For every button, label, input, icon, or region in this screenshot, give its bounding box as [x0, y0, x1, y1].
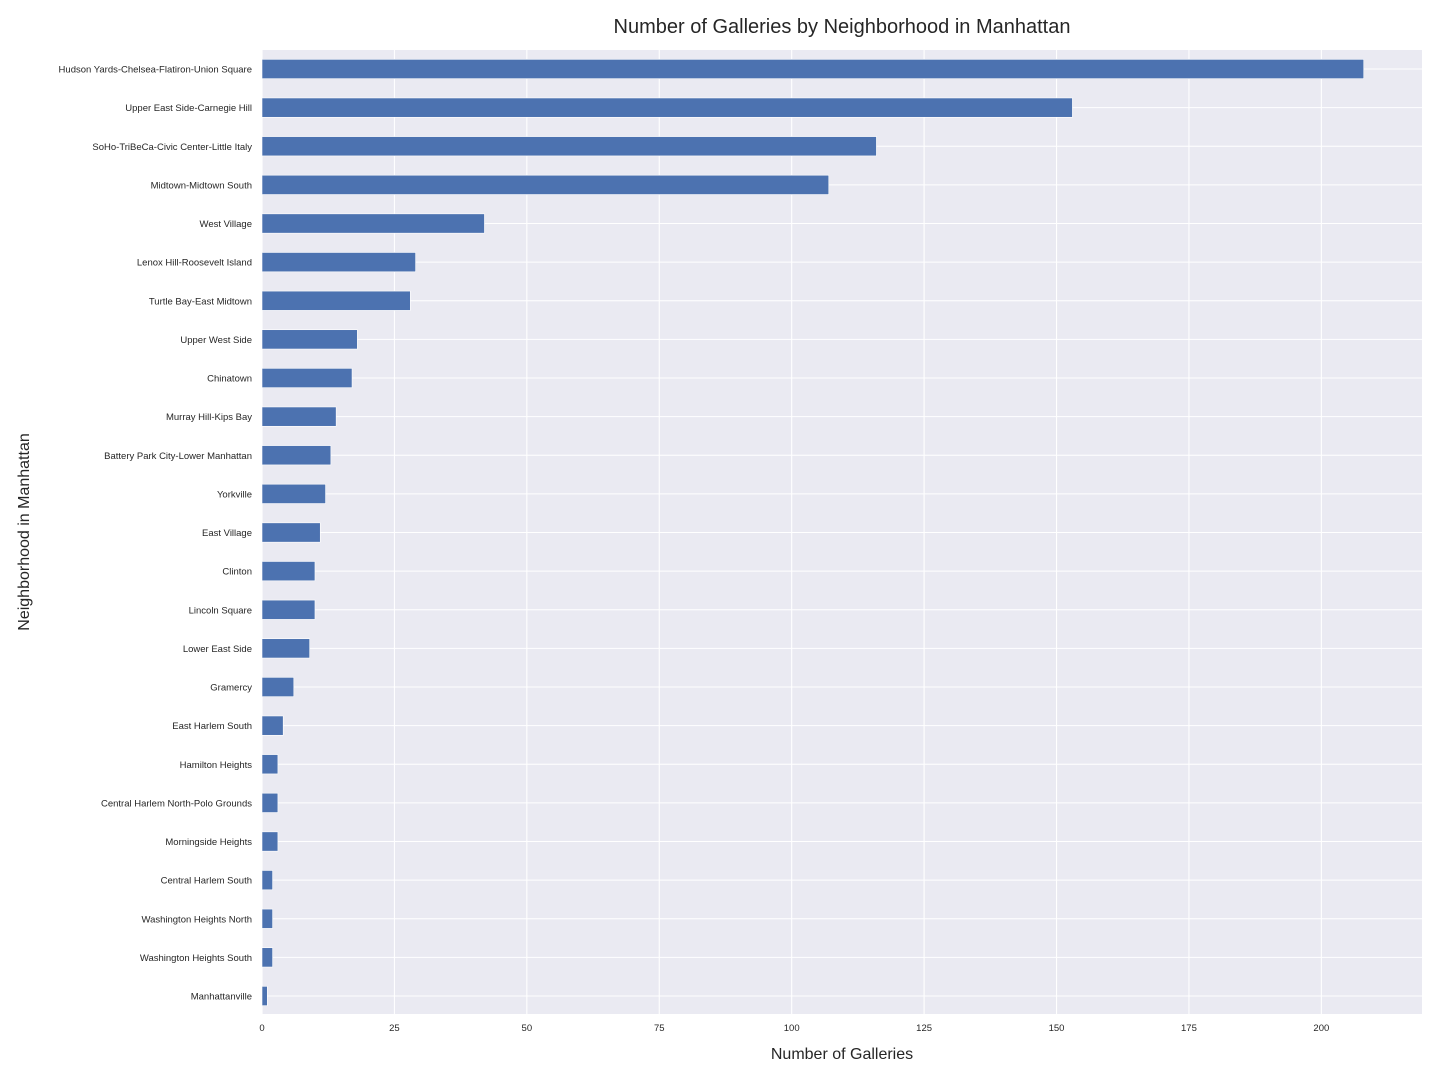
- chart-title: Number of Galleries by Neighborhood in M…: [614, 16, 1071, 38]
- bar: [261, 831, 279, 852]
- y-tick-label: Washington Heights North: [141, 914, 252, 925]
- x-tick-label: 25: [389, 1023, 400, 1034]
- x-tick-label: 100: [784, 1023, 800, 1034]
- bar: [261, 522, 321, 543]
- x-tick-label: 125: [916, 1023, 932, 1034]
- bar: [261, 136, 877, 157]
- bar: [261, 870, 273, 891]
- y-tick-label: Murray Hill-Kips Bay: [166, 412, 252, 423]
- bar: [261, 445, 332, 466]
- y-tick-label: Central Harlem North-Polo Grounds: [101, 798, 252, 809]
- bar: [261, 715, 284, 736]
- bar: [261, 368, 353, 388]
- y-tick-label: Upper West Side: [180, 335, 252, 346]
- bar: [261, 252, 416, 273]
- bar: [261, 908, 273, 929]
- bar: [261, 561, 316, 582]
- x-tick-label: 0: [259, 1023, 264, 1034]
- y-tick-label: Midtown-Midtown South: [151, 180, 252, 191]
- bar: [261, 599, 316, 620]
- y-tick-label: Clinton: [222, 567, 252, 578]
- y-tick-label: Morningside Heights: [165, 837, 252, 848]
- y-tick-label: Hamilton Heights: [180, 760, 253, 771]
- x-axis-label: Number of Galleries: [771, 1046, 913, 1063]
- y-tick-label: Battery Park City-Lower Manhattan: [104, 451, 252, 462]
- y-tick-labels: Hudson Yards-Chelsea-Flatiron-Union Squa…: [59, 65, 253, 1003]
- x-tick-labels: 0 25 50 75 100 125 150 175 200: [259, 1023, 1329, 1034]
- bar: [261, 638, 310, 659]
- y-tick-label: SoHo-TriBeCa-Civic Center-Little Italy: [92, 142, 252, 153]
- y-tick-label: Chinatown: [207, 374, 252, 385]
- y-tick-label: Upper East Side-Carnegie Hill: [125, 103, 252, 114]
- y-tick-label: Central Harlem South: [161, 876, 252, 887]
- y-tick-label: Lincoln Square: [189, 605, 252, 616]
- bar: [261, 754, 279, 775]
- y-tick-label: Washington Heights South: [140, 953, 252, 964]
- y-tick-label: Yorkville: [217, 489, 252, 500]
- y-tick-label: East Harlem South: [172, 721, 252, 732]
- bar: [261, 174, 830, 195]
- y-tick-label: Gramercy: [210, 683, 252, 694]
- y-tick-label: Lower East Side: [183, 644, 252, 655]
- bars: [261, 59, 1365, 1006]
- y-axis-label: Neighborhood in Manhattan: [16, 433, 33, 630]
- bar: [261, 290, 411, 311]
- x-tick-label: 150: [1049, 1023, 1065, 1034]
- bar: [261, 406, 337, 427]
- bar: [261, 986, 268, 1006]
- x-tick-label: 175: [1181, 1023, 1197, 1034]
- bar: [261, 213, 485, 234]
- y-tick-label: Manhattanville: [191, 992, 252, 1003]
- x-tick-label: 50: [522, 1023, 533, 1034]
- bar: [261, 792, 279, 813]
- bar: [261, 59, 1365, 79]
- x-tick-label: 200: [1313, 1023, 1329, 1034]
- y-tick-label: Turtle Bay-East Midtown: [149, 296, 252, 307]
- bar: [261, 677, 295, 697]
- y-tick-label: West Village: [200, 219, 252, 230]
- bar: [261, 97, 1073, 118]
- x-tick-label: 75: [654, 1023, 665, 1034]
- bar: [261, 329, 358, 350]
- y-tick-label: East Village: [202, 528, 252, 539]
- bar: [261, 483, 326, 504]
- y-tick-label: Hudson Yards-Chelsea-Flatiron-Union Squa…: [59, 65, 252, 76]
- bar: [261, 947, 273, 968]
- y-tick-label: Lenox Hill-Roosevelt Island: [137, 258, 252, 269]
